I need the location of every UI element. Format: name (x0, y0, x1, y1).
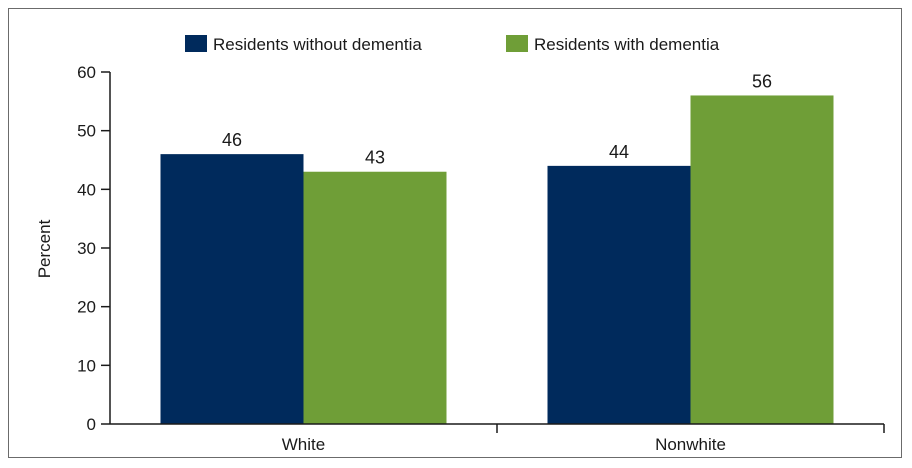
data-label: 43 (365, 148, 385, 168)
y-tick-label: 60 (77, 63, 96, 82)
x-axis: White Nonwhite (110, 423, 885, 454)
y-tick-label: 20 (77, 298, 96, 317)
y-tick-label: 10 (77, 356, 96, 375)
legend: Residents without dementia Residents wit… (185, 35, 720, 54)
y-tick-label: 40 (77, 180, 96, 199)
bar-white-series-1 (303, 171, 447, 424)
data-label: 56 (752, 71, 772, 91)
bar-nonwhite-series-1 (690, 95, 834, 424)
legend-swatch-without-dementia (185, 35, 207, 52)
y-tick-label: 0 (87, 415, 96, 434)
data-label: 46 (222, 130, 242, 150)
x-category-label: Nonwhite (655, 435, 726, 454)
legend-label-with-dementia: Residents with dementia (534, 35, 720, 54)
bar-white-series-0 (160, 154, 304, 424)
legend-swatch-with-dementia (506, 35, 528, 52)
data-label: 44 (609, 142, 629, 162)
y-axis: 0 10 20 30 40 50 60 (77, 63, 111, 434)
x-category-label: White (282, 435, 325, 454)
y-axis-title: Percent (35, 219, 54, 278)
bars: 46 43 44 56 (160, 71, 834, 424)
legend-label-without-dementia: Residents without dementia (213, 35, 422, 54)
y-tick-label: 30 (77, 239, 96, 258)
y-tick-label: 50 (77, 122, 96, 141)
bar-nonwhite-series-0 (547, 165, 691, 424)
